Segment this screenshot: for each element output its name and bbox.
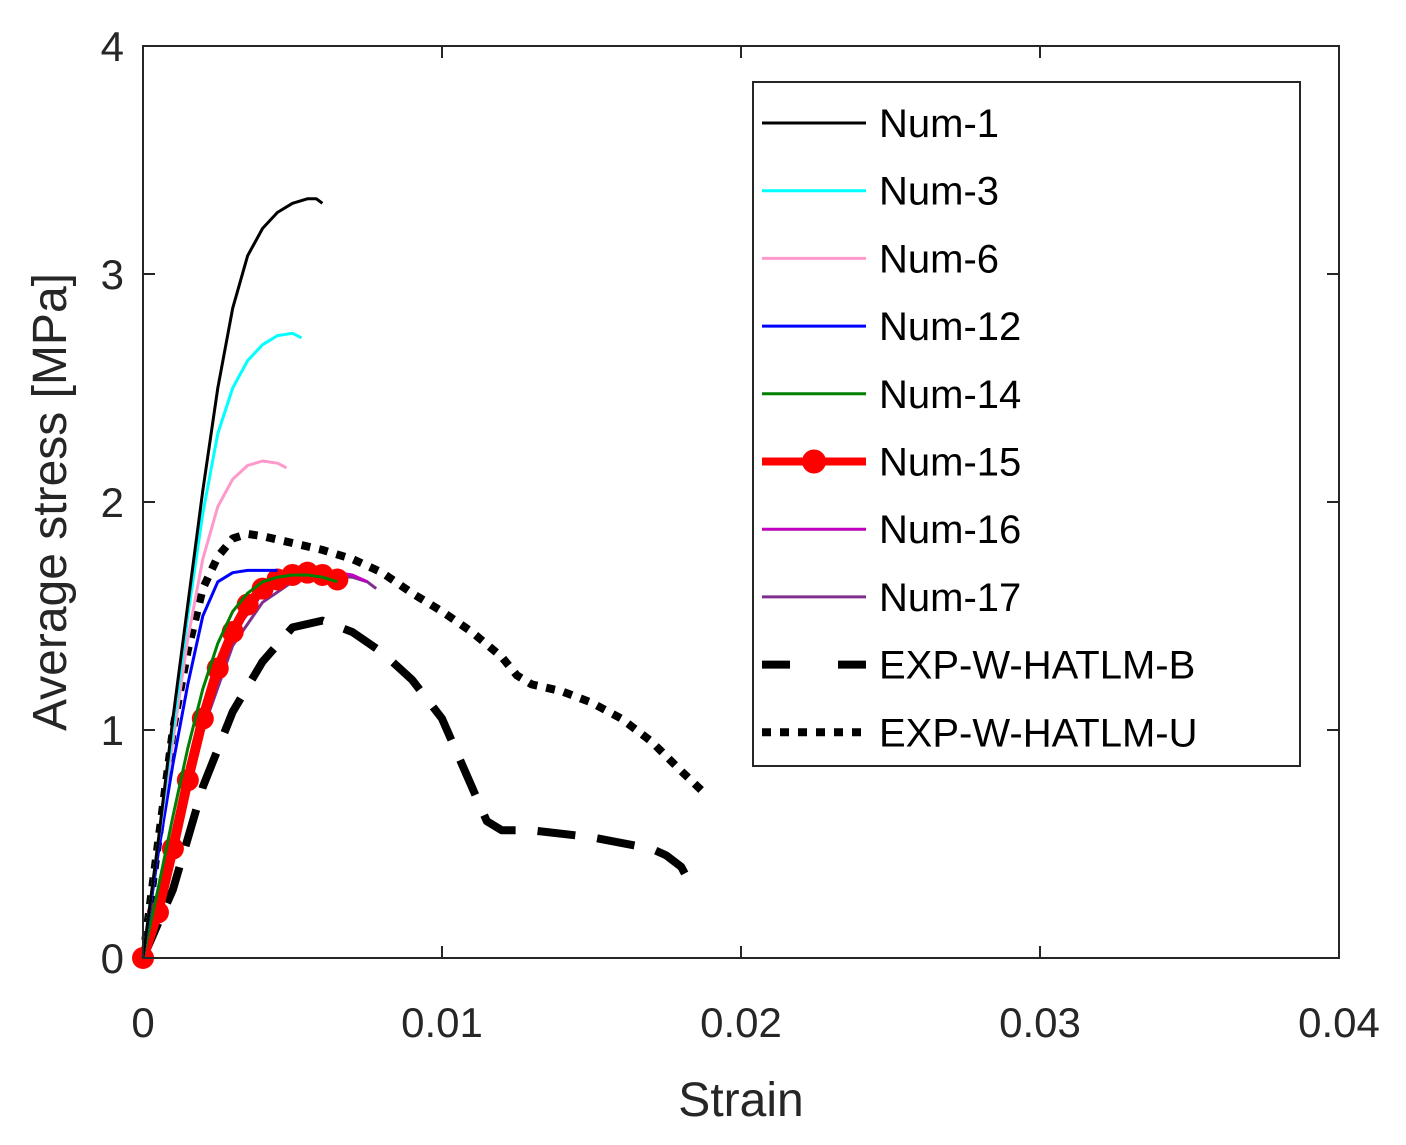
legend-label-exp-w-hatlm-u: EXP-W-HATLM-U <box>879 711 1198 755</box>
ticks-layer <box>142 45 1340 959</box>
x-tick-label: 0.03 <box>999 999 1081 1046</box>
legend: Num-1 Num-3 Num-6 Num-12 Num-14 Num-15 Num-16 N… <box>752 81 1301 767</box>
y-tick-label: 4 <box>101 23 124 70</box>
x-tick-label: 0.02 <box>700 999 782 1046</box>
x-tick-label: 0.01 <box>401 999 483 1046</box>
x-tick-label: 0.04 <box>1298 999 1380 1046</box>
series-line-num-12 <box>141 568 278 959</box>
legend-box <box>752 81 1301 767</box>
legend-label-exp-w-hatlm-b: EXP-W-HATLM-B <box>879 644 1195 688</box>
legend-label-num-14: Num-14 <box>879 373 1021 417</box>
series-line-num-1 <box>141 197 324 959</box>
y-axis-title: Average stress [MPa] <box>24 273 77 731</box>
y-tick-label: 3 <box>101 251 124 298</box>
x-tick-label: 0 <box>131 999 154 1046</box>
legend-label-num-3: Num-3 <box>879 170 999 214</box>
legend-label-num-16: Num-16 <box>879 508 1021 552</box>
y-tick-label: 2 <box>101 479 124 526</box>
legend-marker-num-15 <box>802 449 826 474</box>
series-line-exp-w-hatlm-b <box>139 616 691 960</box>
legend-label-num-6: Num-6 <box>879 237 999 281</box>
legend-label-num-1: Num-1 <box>879 102 999 146</box>
y-tick-labels: 0 1 2 3 4 <box>101 23 124 982</box>
legend-label-num-17: Num-17 <box>879 576 1021 620</box>
series-layer <box>132 197 708 969</box>
series-line-num-14 <box>141 573 338 959</box>
series-point-num-15 <box>326 568 349 591</box>
legend-label-num-12: Num-12 <box>879 305 1021 349</box>
y-tick-label: 1 <box>101 707 124 754</box>
legend-label-num-15: Num-15 <box>879 441 1021 485</box>
series-point-num-15 <box>221 620 244 643</box>
x-tick-labels: 0 0.01 0.02 0.03 0.04 <box>131 999 1380 1046</box>
y-tick-label: 0 <box>101 935 124 982</box>
x-axis-title: Strain <box>678 1074 803 1127</box>
